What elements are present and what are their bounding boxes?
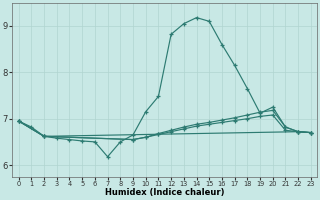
- X-axis label: Humidex (Indice chaleur): Humidex (Indice chaleur): [105, 188, 225, 197]
